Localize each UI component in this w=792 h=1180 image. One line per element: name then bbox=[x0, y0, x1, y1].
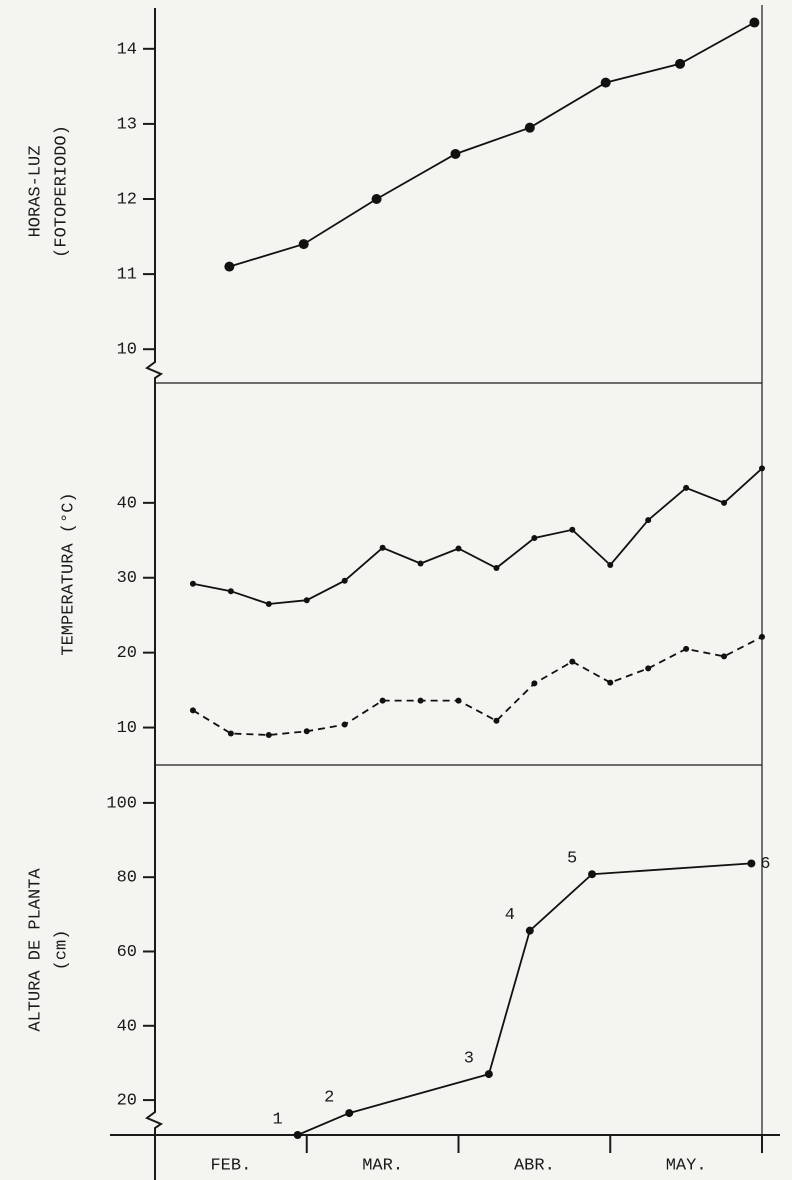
data-point bbox=[227, 588, 234, 595]
y-tick-label: 20 bbox=[117, 644, 137, 663]
data-point bbox=[493, 565, 500, 572]
x-tick-label: FEB. bbox=[210, 1156, 251, 1175]
data-point bbox=[759, 633, 765, 640]
point-label: 3 bbox=[464, 1050, 474, 1069]
data-point bbox=[417, 697, 424, 704]
point-label: 4 bbox=[505, 906, 515, 925]
y-tick-label: 80 bbox=[117, 869, 137, 888]
data-point bbox=[341, 577, 348, 584]
y-tick-label: 11 bbox=[117, 266, 137, 285]
y-tick-label: 12 bbox=[117, 190, 137, 209]
data-point bbox=[265, 600, 272, 607]
data-point bbox=[675, 58, 686, 69]
data-point bbox=[721, 499, 728, 506]
data-point bbox=[747, 859, 756, 868]
data-point bbox=[749, 17, 760, 28]
data-point bbox=[379, 697, 386, 704]
y-tick-label: 13 bbox=[117, 115, 137, 134]
data-point bbox=[298, 239, 309, 250]
data-point bbox=[588, 870, 597, 879]
data-point bbox=[189, 580, 196, 587]
y-tick-label: 60 bbox=[117, 943, 137, 962]
data-point bbox=[303, 597, 310, 604]
data-point bbox=[341, 721, 348, 728]
data-point bbox=[293, 1131, 302, 1139]
data-point bbox=[450, 148, 461, 159]
data-point bbox=[524, 122, 535, 133]
data-point bbox=[227, 730, 234, 737]
data-point bbox=[569, 658, 576, 665]
y-axis-label: ALTURA DE PLANTA bbox=[26, 868, 45, 1032]
data-point bbox=[600, 77, 611, 88]
y-tick-label: 10 bbox=[117, 341, 137, 360]
data-point bbox=[607, 679, 614, 686]
data-point bbox=[303, 728, 310, 735]
y-axis-label: HORAS-LUZ bbox=[26, 146, 45, 238]
y-tick-label: 40 bbox=[117, 494, 137, 513]
x-tick-label: ABR. bbox=[514, 1156, 555, 1175]
data-point bbox=[371, 194, 382, 205]
data-point bbox=[455, 545, 462, 552]
data-point bbox=[525, 926, 534, 935]
y-axis-label: (FOTOPERIODO) bbox=[52, 125, 71, 258]
x-tick-label: MAR. bbox=[362, 1156, 403, 1175]
point-label: 5 bbox=[567, 850, 577, 869]
data-point bbox=[531, 535, 538, 542]
y-tick-label: 10 bbox=[117, 719, 137, 738]
x-tick-label: MAY. bbox=[666, 1156, 707, 1175]
y-tick-label: 30 bbox=[117, 569, 137, 588]
y-tick-label: 20 bbox=[117, 1092, 137, 1111]
series-line bbox=[192, 467, 763, 605]
data-point bbox=[224, 261, 235, 272]
data-point bbox=[721, 653, 728, 660]
data-point bbox=[759, 465, 765, 472]
point-label: 2 bbox=[324, 1089, 334, 1108]
series-line bbox=[192, 636, 763, 736]
data-point bbox=[645, 517, 652, 524]
y-axis-label: (cm) bbox=[52, 930, 71, 971]
data-point bbox=[645, 665, 652, 672]
data-point bbox=[345, 1109, 354, 1118]
y-axis-label: TEMPERATURA (°C) bbox=[59, 492, 78, 655]
data-point bbox=[417, 560, 424, 567]
data-point bbox=[493, 717, 500, 724]
data-point bbox=[455, 697, 462, 704]
data-point bbox=[607, 562, 614, 569]
point-label: 6 bbox=[760, 855, 770, 874]
data-point bbox=[569, 526, 576, 533]
y-tick-label: 100 bbox=[106, 794, 137, 813]
data-point bbox=[265, 732, 272, 739]
y-axis bbox=[145, 8, 164, 1180]
series-line bbox=[297, 862, 752, 1136]
data-point bbox=[484, 1070, 493, 1079]
y-tick-label: 40 bbox=[117, 1017, 137, 1036]
data-point bbox=[531, 680, 538, 687]
data-point bbox=[379, 544, 386, 551]
data-point bbox=[683, 484, 690, 491]
data-point bbox=[189, 707, 196, 714]
data-point bbox=[683, 645, 690, 652]
point-label: 1 bbox=[273, 1110, 283, 1129]
y-tick-label: 14 bbox=[117, 40, 137, 59]
series-line bbox=[229, 21, 755, 268]
